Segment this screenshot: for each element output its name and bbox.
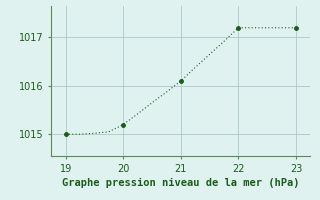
X-axis label: Graphe pression niveau de la mer (hPa): Graphe pression niveau de la mer (hPa) xyxy=(62,178,300,188)
